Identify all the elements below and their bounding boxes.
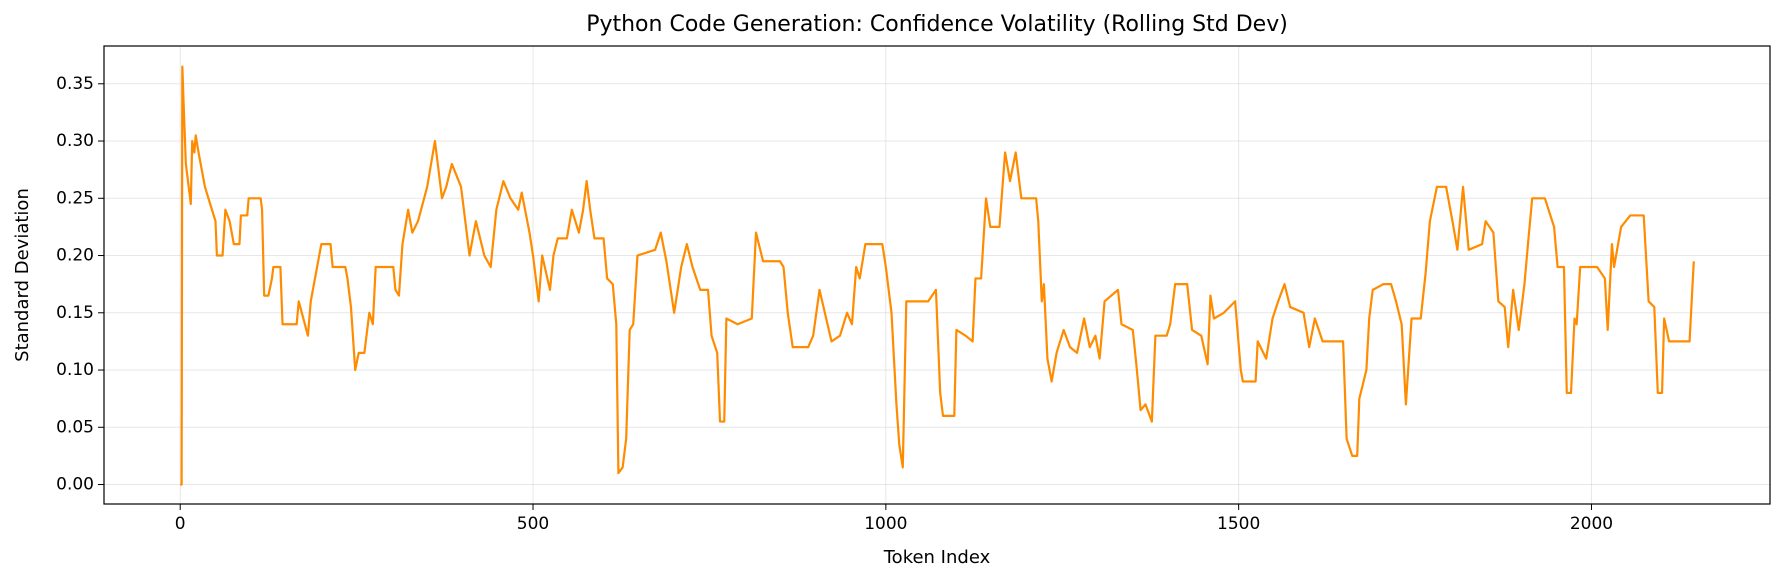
data-line <box>180 65 1695 486</box>
y-tick-label: 0.15 <box>56 303 94 323</box>
x-tick-label: 0 <box>175 514 186 534</box>
y-tick-label: 0.05 <box>56 417 94 437</box>
plot-frame <box>103 45 1771 505</box>
y-tick-label: 0.35 <box>56 74 94 94</box>
x-tick-label: 500 <box>517 514 549 534</box>
y-tick-label: 0.20 <box>56 246 94 266</box>
x-tick-label: 1500 <box>1217 514 1260 534</box>
y-tick-label: 0.25 <box>56 188 94 208</box>
y-tick-label: 0.30 <box>56 131 94 151</box>
y-tick-label: 0.10 <box>56 360 94 380</box>
x-tick-label: 1000 <box>864 514 907 534</box>
y-tick-label: 0.00 <box>56 475 94 495</box>
chart-title: Python Code Generation: Confidence Volat… <box>586 12 1288 37</box>
x-axis-label: Token Index <box>883 547 991 568</box>
y-axis-label: Standard Deviation <box>12 188 33 362</box>
x-tick-label: 2000 <box>1570 514 1613 534</box>
